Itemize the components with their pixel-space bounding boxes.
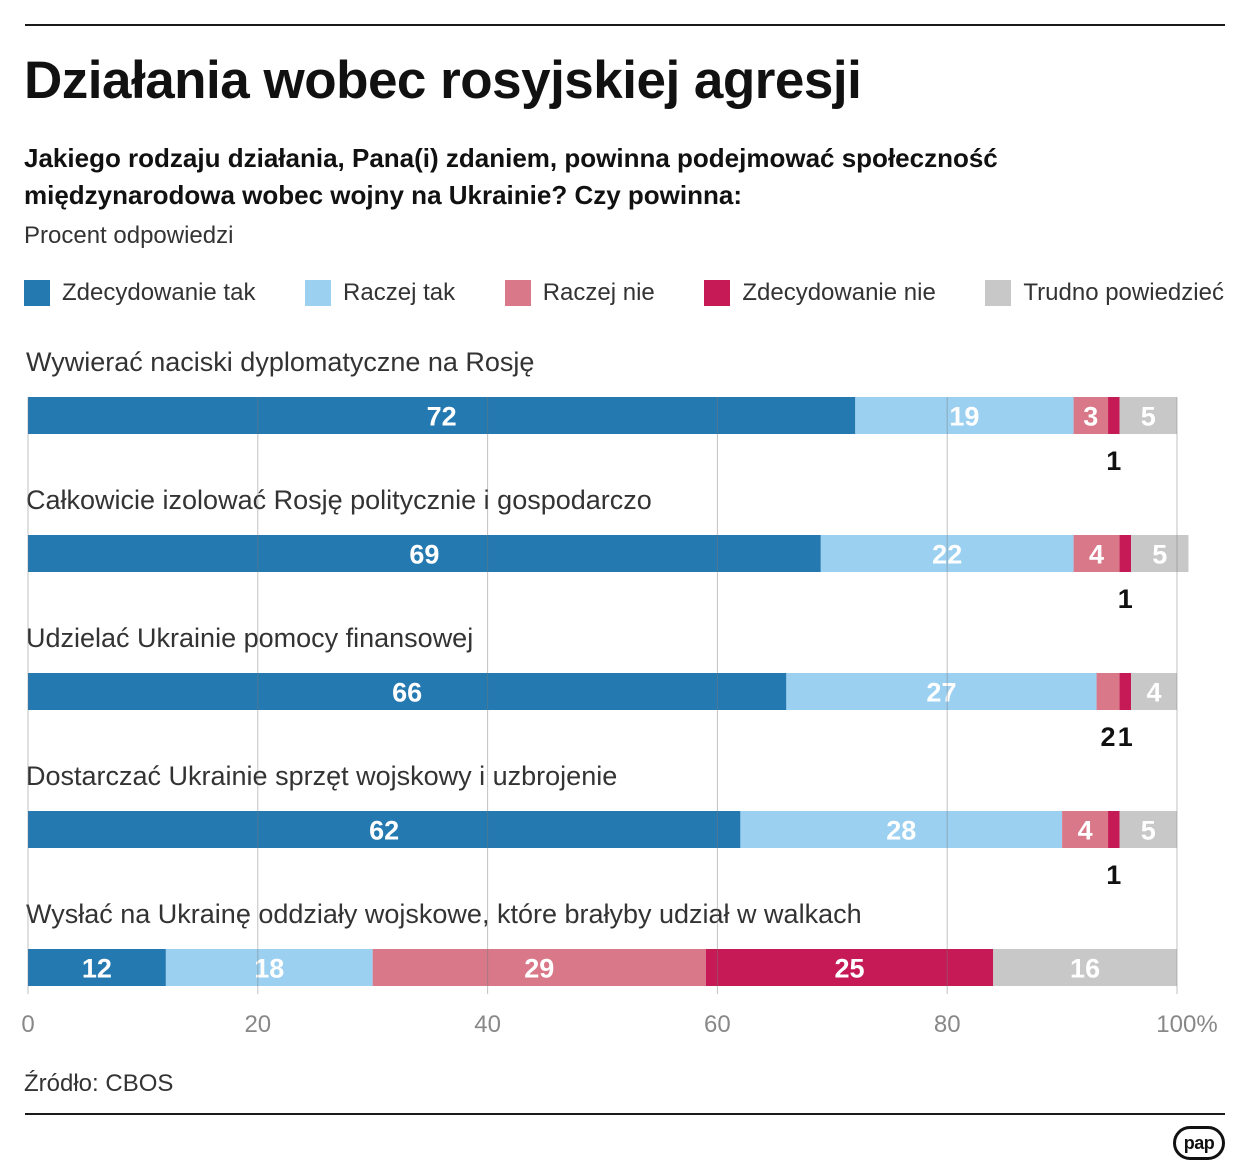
bar-1-seg-5 <box>1119 397 1177 434</box>
bar-2-seg-3 <box>1073 535 1120 572</box>
source-note: Źródło: CBOS <box>24 1070 174 1097</box>
x-tick-label-1: 0 <box>21 1011 34 1038</box>
legend-item-4: Zdecydowanie nie <box>704 279 936 307</box>
data-label-3-2: 27 <box>926 678 956 708</box>
data-label-4-1: 62 <box>369 816 399 846</box>
legend-swatch-3 <box>504 280 531 306</box>
bar-4-seg-4 <box>1108 811 1120 848</box>
bar-1-seg-4 <box>1108 397 1120 434</box>
legend-label-4: Zdecydowanie nie <box>742 279 936 306</box>
stacked-bar-chart: Wywierać naciski dyplomatyczne na Rosję 7… <box>21 347 1217 1038</box>
pap-logo: pap <box>1173 1126 1225 1160</box>
bottom-rule <box>25 1113 1225 1115</box>
bar-4-seg-5 <box>1119 811 1177 848</box>
data-label-3-5: 4 <box>1147 678 1162 708</box>
bar-5-seg-2 <box>165 949 373 986</box>
data-label-3-3: 2 <box>1101 722 1116 752</box>
legend-item-1: Zdecydowanie tak <box>24 279 255 307</box>
data-label-4-3: 4 <box>1078 816 1093 846</box>
bar-4-seg-2 <box>740 811 1063 848</box>
data-label-5-2: 18 <box>254 954 284 984</box>
data-label-1-2: 19 <box>949 402 979 432</box>
category-label-3: Udzielać Ukrainie pomocy finansowej <box>26 623 473 653</box>
legend-swatch-2 <box>305 280 332 306</box>
bar-2-seg-2 <box>820 535 1074 572</box>
data-label-5-5: 16 <box>1070 954 1100 984</box>
legend-label-1: Zdecydowanie tak <box>62 279 256 306</box>
x-tick-label-5: 80 <box>934 1011 961 1038</box>
data-label-2-3: 4 <box>1089 540 1104 570</box>
data-label-4-4: 1 <box>1106 860 1121 890</box>
category-label-1: Wywierać naciski dyplomatyczne na Rosję <box>26 347 534 377</box>
data-label-2-4: 1 <box>1118 584 1133 614</box>
x-tick-label-3: 40 <box>474 1011 501 1038</box>
data-label-3-1: 66 <box>392 678 422 708</box>
data-label-5-4: 25 <box>835 954 865 984</box>
top-rule <box>25 24 1225 26</box>
data-label-1-1: 72 <box>427 402 457 432</box>
bar-5-seg-1 <box>28 949 166 986</box>
bar-1-seg-2 <box>855 397 1074 434</box>
legend-item-2: Raczej tak <box>305 279 455 307</box>
bar-3-seg-1 <box>28 673 787 710</box>
bar-3-seg-3 <box>1096 673 1120 710</box>
legend-item-5: Trudno powiedzieć <box>985 279 1224 307</box>
legend-label-2: Raczej tak <box>343 279 456 306</box>
legend-swatch-4 <box>704 280 731 306</box>
bar-5-seg-3 <box>372 949 706 986</box>
data-label-2-5: 5 <box>1152 540 1167 570</box>
bar-5-seg-5 <box>993 949 1177 986</box>
legend-swatch-1 <box>24 280 50 306</box>
legend: Zdecydowanie tak Raczej tak Raczej nie Zdec… <box>24 276 1224 310</box>
bar-2-seg-4 <box>1119 535 1132 572</box>
bar-2-seg-5 <box>1131 535 1189 572</box>
bar-2-seg-1 <box>28 535 821 572</box>
legend-swatch-5 <box>985 280 1012 306</box>
x-tick-label-6: 100% <box>1156 1011 1217 1038</box>
legend-label-5: Trudno powiedzieć <box>1023 279 1224 306</box>
data-label-1-3: 3 <box>1083 402 1098 432</box>
data-label-4-2: 28 <box>886 816 916 846</box>
pap-logo-text: pap <box>1183 1132 1215 1153</box>
bar-4-seg-1 <box>28 811 741 848</box>
bar-3-seg-2 <box>786 673 1097 710</box>
data-label-2-1: 69 <box>409 540 439 570</box>
data-label-4-5: 5 <box>1141 816 1156 846</box>
legend-label-3: Raczej nie <box>542 279 655 306</box>
data-label-3-4: 1 <box>1118 722 1133 752</box>
chart-title: Działania wobec rosyjskiej agresji <box>24 51 862 110</box>
data-label-5-3: 29 <box>524 954 554 984</box>
chart-subtitle: Jakiego rodzaju działania, Pana(i) zdani… <box>24 143 998 210</box>
category-label-5: Wysłać na Ukrainę oddziały wojskowe, któ… <box>26 899 862 929</box>
bar-3-seg-5 <box>1131 673 1177 710</box>
x-tick-label-2: 20 <box>244 1011 271 1038</box>
bar-3-seg-4 <box>1119 673 1132 710</box>
bar-5-seg-4 <box>705 949 994 986</box>
legend-item-3: Raczej nie <box>504 279 655 307</box>
bar-4-seg-3 <box>1062 811 1109 848</box>
category-label-2: Całkowicie izolować Rosję politycznie i … <box>26 485 652 515</box>
data-label-2-2: 22 <box>932 540 962 570</box>
bar-1-seg-1 <box>28 397 856 434</box>
bar-1-seg-3 <box>1073 397 1109 434</box>
unit-note: Procent odpowiedzi <box>24 222 234 249</box>
data-label-5-1: 12 <box>82 954 112 984</box>
data-label-1-4: 1 <box>1106 446 1121 476</box>
category-label-4: Dostarczać Ukrainie sprzęt wojskowy i uz… <box>26 761 617 791</box>
x-tick-label-4: 60 <box>704 1011 731 1038</box>
data-label-1-5: 5 <box>1141 402 1156 432</box>
